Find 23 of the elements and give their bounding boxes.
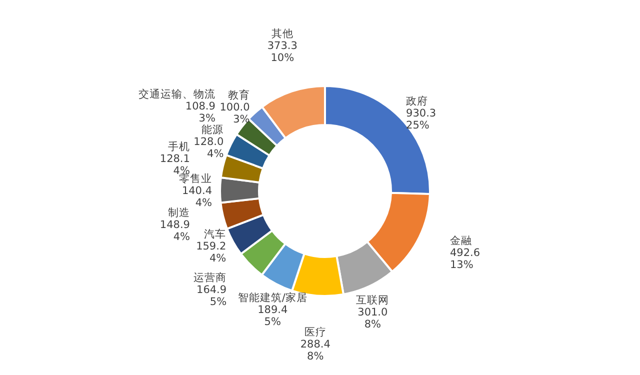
data-label: 930.3 25% bbox=[406, 107, 436, 132]
slice-label: 政府 bbox=[406, 94, 428, 108]
slice-label: 教育 bbox=[228, 88, 250, 102]
data-label: 128.0 4% bbox=[194, 136, 224, 160]
data-label: 373.3 10% bbox=[267, 40, 298, 64]
slice-label: 其他 bbox=[271, 26, 294, 40]
data-label: 189.4 5% bbox=[258, 304, 288, 328]
slice-label: 金融 bbox=[450, 234, 472, 247]
slice-label: 医疗 bbox=[304, 326, 326, 339]
data-label: 288.4 8% bbox=[300, 338, 331, 363]
data-label: 492.6 13% bbox=[450, 246, 480, 271]
slice-label: 汽车 bbox=[204, 228, 226, 241]
slice-label: 手机 bbox=[168, 140, 190, 154]
data-label: 164.9 5% bbox=[196, 284, 227, 308]
slice-label: 运营商 bbox=[194, 271, 227, 284]
data-label: 159.2 4% bbox=[196, 240, 226, 265]
slice-label: 制造 bbox=[168, 206, 190, 220]
data-label: 148.9 4% bbox=[160, 219, 190, 244]
slice-label: 互联网 bbox=[356, 294, 390, 306]
slice-label: 智能建筑/家居 bbox=[238, 291, 308, 304]
data-label: 301.0 8% bbox=[358, 306, 388, 330]
slice-label: 交通运输、物流 bbox=[138, 87, 216, 100]
data-label: 108.9 3% bbox=[185, 100, 216, 124]
